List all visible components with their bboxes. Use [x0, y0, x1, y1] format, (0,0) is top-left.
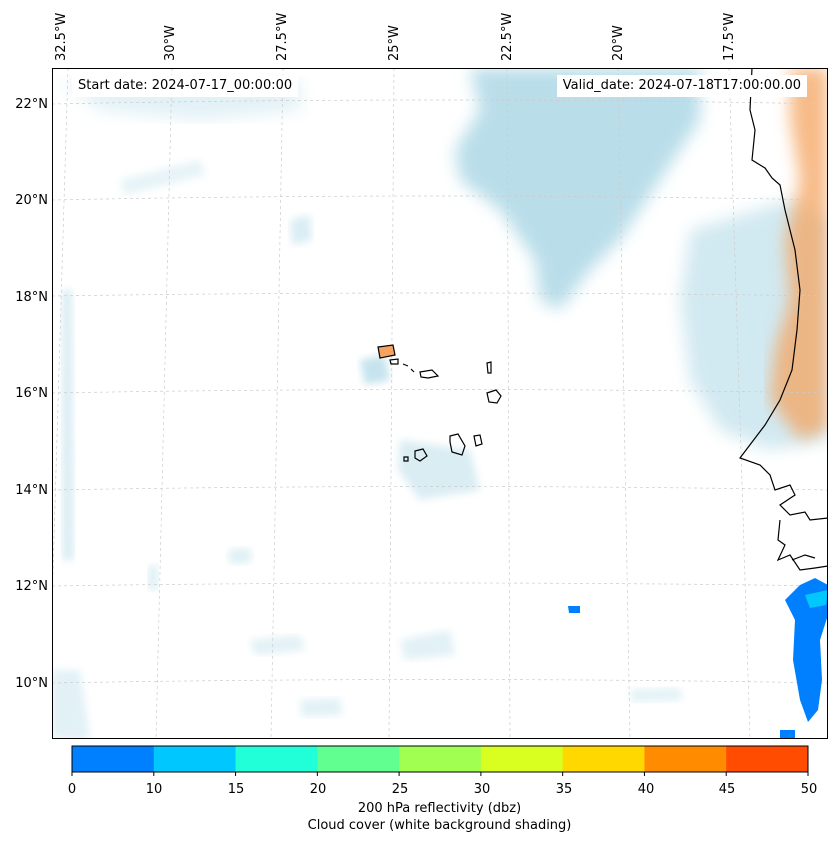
- colorbar-tick: 50: [800, 782, 818, 797]
- colorbar-title: 200 hPa reflectivity (dbz): [357, 801, 522, 816]
- lon-label: 30°W: [163, 25, 178, 61]
- colorbar-subtitle: Cloud cover (white background shading): [307, 818, 572, 833]
- colorbar-segment: [644, 746, 727, 772]
- lat-label: 20°N: [15, 193, 48, 208]
- colorbar-segment: [72, 746, 155, 772]
- coastlines: [377, 68, 828, 571]
- lat-label: 12°N: [15, 579, 48, 594]
- colorbar-tick: 20: [309, 782, 327, 797]
- colorbar-segment: [153, 746, 237, 772]
- colorbar-tick: 10: [145, 782, 163, 797]
- lon-label: 17.5°W: [722, 12, 737, 61]
- lon-label: 32.5°W: [54, 12, 69, 61]
- colorbar-tick: 30: [473, 782, 491, 797]
- colorbar-segment: [317, 746, 400, 772]
- start-date-label: Start date: 2024-07-17_00:00:00: [72, 75, 299, 97]
- lon-label: 25°W: [387, 25, 402, 61]
- colorbar: [71, 745, 809, 776]
- lat-label: 14°N: [15, 483, 48, 498]
- colorbar-segment: [480, 746, 564, 772]
- lat-label: 10°N: [15, 676, 48, 691]
- colorbar-tick: 45: [718, 782, 736, 797]
- lon-label: 20°W: [611, 25, 626, 61]
- colorbar-segment: [235, 746, 318, 772]
- colorbar-tick: 35: [555, 782, 573, 797]
- lon-label: 22.5°W: [500, 12, 515, 61]
- lat-label: 16°N: [15, 386, 48, 401]
- valid-date-label: Valid_date: 2024-07-18T17:00:00.00: [556, 75, 807, 97]
- lat-label: 22°N: [15, 97, 48, 112]
- colorbar-tick: 40: [637, 782, 655, 797]
- colorbar-segment: [562, 746, 645, 772]
- graticule: [52, 68, 828, 739]
- colorbar-frame: [71, 745, 809, 773]
- reflectivity-areas: [568, 578, 828, 739]
- map-frame: [52, 68, 828, 739]
- colorbar-segment: [726, 746, 809, 772]
- colorbar-tick: 0: [67, 782, 77, 797]
- colorbar-tick: 25: [391, 782, 409, 797]
- lon-label: 27.5°W: [275, 12, 290, 61]
- colorbar-tick: 15: [227, 782, 245, 797]
- colorbar-segment: [399, 746, 482, 772]
- lat-label: 18°N: [15, 290, 48, 305]
